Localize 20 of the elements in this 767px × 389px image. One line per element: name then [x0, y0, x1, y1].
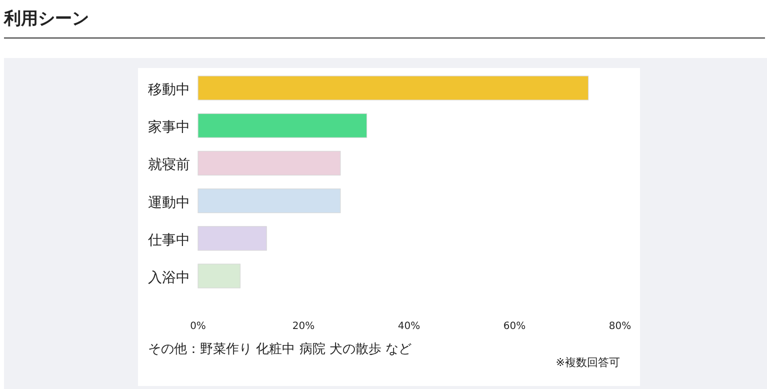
- bar: [198, 226, 267, 251]
- x-tick-label: 60%: [503, 321, 526, 332]
- bar: [198, 188, 341, 214]
- y-tick-label: 運動中: [148, 194, 190, 211]
- bar: [198, 264, 240, 288]
- y-tick-label: 入浴中: [148, 270, 190, 286]
- bar: [198, 113, 368, 138]
- x-tick-label: 40%: [398, 321, 420, 332]
- text: ※複数回答可: [556, 356, 620, 369]
- y-tick-label: 家事中: [148, 120, 190, 136]
- bar: [198, 76, 589, 100]
- y-tick-label: 就寝前: [148, 157, 190, 174]
- y-tick-label: 仕事中: [147, 232, 190, 248]
- x-tick-label: 0%: [190, 321, 206, 332]
- y-tick-label: 移動中: [148, 82, 190, 98]
- x-tick-label: 20%: [292, 321, 315, 332]
- x-tick-label: 80%: [608, 321, 632, 332]
- text: その他：野菜作り 化粧中 病院 犬の散歩 など: [148, 342, 412, 357]
- text: 利用シーン: [3, 9, 89, 29]
- bar: [198, 150, 341, 176]
